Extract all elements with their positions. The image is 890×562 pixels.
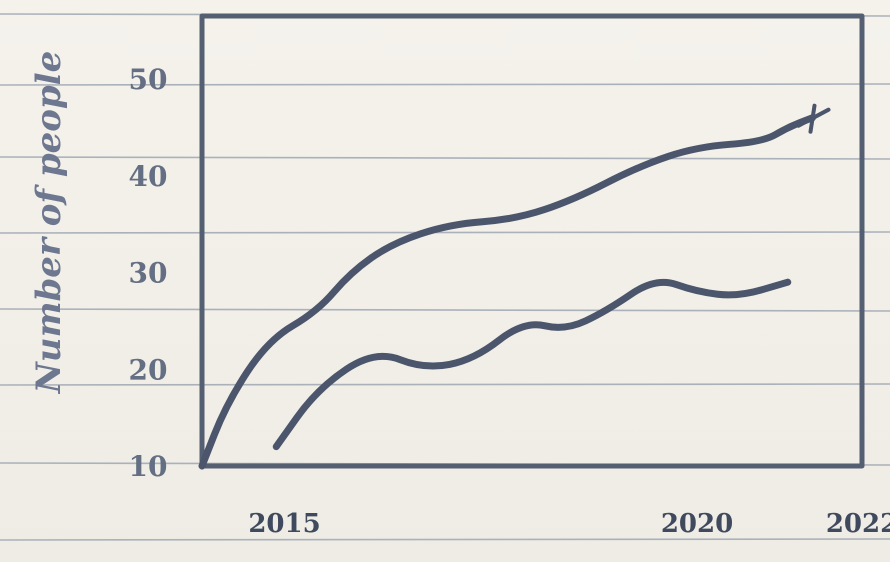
ruled-line [0,83,890,86]
y-axis-label: Number of people [29,51,69,394]
series-end-mark [808,103,817,134]
y-tick-label: 30 [129,257,168,290]
y-tick-label: 20 [129,353,168,386]
y-axis-tick-labels: 10 20 30 40 50 [129,63,168,483]
y-tick-label: 10 [129,450,168,483]
plot-frame [199,13,865,469]
x-tick-label: 2020 [661,509,733,539]
x-tick-label: 2022 [826,509,890,539]
y-tick-label: 40 [129,160,168,193]
ruled-line [0,308,890,312]
x-tick-label: 2015 [248,509,320,539]
ruled-line [0,383,890,386]
chart-series-group [198,103,831,470]
ruled-line [0,156,890,160]
series-line-2 [272,278,792,451]
ruled-line [0,538,890,541]
notebook-ruled-lines [0,13,890,541]
y-tick-label: 50 [129,63,168,96]
series-line-1 [198,114,816,470]
ruled-line [0,231,890,234]
x-axis-tick-labels: 2015 2020 2022 [248,509,890,539]
